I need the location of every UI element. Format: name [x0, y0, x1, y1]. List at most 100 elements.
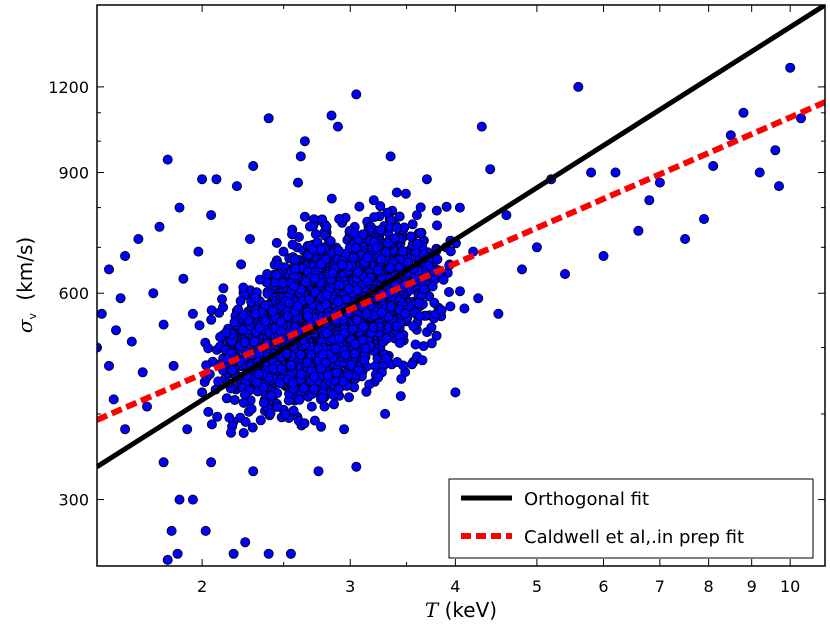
scatter-point	[680, 233, 691, 244]
scatter-point	[253, 368, 264, 379]
x-axis-unit: (keV)	[438, 598, 497, 622]
scatter-point	[172, 548, 183, 559]
scatter-point	[280, 409, 291, 420]
scatter-point	[349, 348, 360, 359]
scatter-point	[315, 363, 326, 374]
scatter-point	[321, 289, 332, 300]
scatter-point	[290, 263, 301, 274]
scatter-point	[328, 399, 339, 410]
scatter-point	[215, 587, 224, 596]
scatter-point	[633, 225, 644, 236]
scatter-point	[236, 259, 247, 270]
scatter-point	[392, 356, 403, 367]
scatter-point	[304, 221, 315, 232]
scatter-point	[351, 461, 362, 472]
x-tick-label: 2	[197, 577, 207, 596]
scatter-point	[206, 305, 217, 316]
scatter-point	[445, 246, 456, 257]
scatter-point	[754, 167, 765, 178]
scatter-point	[343, 370, 354, 381]
scatter-point	[197, 174, 208, 185]
scatter-point	[267, 306, 278, 317]
scatter-point	[394, 211, 405, 222]
scatter-point	[395, 391, 406, 402]
legend: Orthogonal fit Caldwell et al,.in prep f…	[448, 478, 814, 559]
scatter-point	[306, 401, 317, 412]
scatter-point	[321, 327, 332, 338]
scatter-point	[406, 359, 417, 370]
scatter-point	[260, 316, 271, 327]
scatter-point	[254, 274, 265, 285]
scatter-point	[327, 268, 338, 279]
scatter-point	[248, 466, 259, 477]
scatter-point	[322, 370, 333, 381]
scatter-point	[240, 537, 251, 548]
scatter-point	[376, 307, 387, 318]
scatter-point	[317, 349, 328, 360]
scatter-point	[133, 233, 144, 244]
scatter-point	[394, 337, 405, 348]
scatter-point	[299, 136, 310, 147]
scatter-point	[212, 568, 221, 577]
scatter-point	[313, 466, 324, 477]
x-tick-label: 6	[598, 577, 608, 596]
scatter-point	[362, 276, 373, 287]
scatter-point	[248, 160, 259, 171]
scatter-point	[415, 202, 426, 213]
scatter-point	[354, 201, 365, 212]
scatter-point	[288, 405, 299, 416]
scatter-point	[359, 355, 370, 366]
scatter-point	[276, 326, 287, 337]
scatter-point	[158, 457, 169, 468]
scatter-point	[598, 250, 609, 261]
x-tick-label: 8	[704, 577, 714, 596]
caldwell-fit-line	[97, 99, 825, 423]
scatter-point	[450, 387, 461, 398]
scatter-point	[501, 210, 512, 221]
scatter-point	[104, 264, 115, 275]
scatter-point	[238, 397, 249, 408]
scatter-point	[436, 305, 447, 316]
scatter-point	[371, 242, 382, 253]
scatter-point	[239, 337, 250, 348]
y-tick-label: 900	[58, 164, 89, 183]
scatter-point	[231, 181, 242, 192]
scatter-point	[380, 408, 391, 419]
scatter-point	[298, 383, 309, 394]
scatter-point	[336, 259, 347, 270]
scatter-point	[148, 288, 159, 299]
scatter-point	[284, 297, 295, 308]
scatter-point	[295, 369, 306, 380]
scatter-point	[375, 224, 386, 235]
scatter-point	[250, 292, 261, 303]
scatter-point	[273, 259, 284, 270]
scatter-point	[317, 214, 328, 225]
scatter-point	[286, 360, 297, 371]
x-axis-label: T (keV)	[425, 598, 497, 622]
scatter-point	[381, 333, 392, 344]
scatter-point	[197, 387, 208, 398]
scatter-point	[154, 221, 165, 232]
scatter-point	[382, 207, 393, 218]
scatter-point	[326, 110, 337, 121]
scatter-point	[299, 211, 310, 222]
scatter-layer	[97, 62, 807, 596]
scatter-point	[271, 237, 282, 248]
plot-frame	[96, 4, 826, 567]
x-axis-symbol: T	[425, 598, 440, 622]
scatter-point	[375, 254, 386, 265]
scatter-point	[339, 424, 350, 435]
scatter-point	[216, 294, 227, 305]
scatter-point	[385, 301, 396, 312]
scatter-point	[454, 286, 465, 297]
scatter-point	[770, 145, 781, 156]
scatter-point	[300, 277, 311, 288]
scatter-point	[316, 259, 327, 270]
scatter-point	[360, 343, 371, 354]
scatter-point	[405, 231, 416, 242]
scatter-point	[168, 360, 179, 371]
scatter-point	[239, 389, 250, 400]
scatter-point	[97, 308, 107, 319]
scatter-point	[271, 269, 282, 280]
scatter-point	[258, 397, 269, 408]
